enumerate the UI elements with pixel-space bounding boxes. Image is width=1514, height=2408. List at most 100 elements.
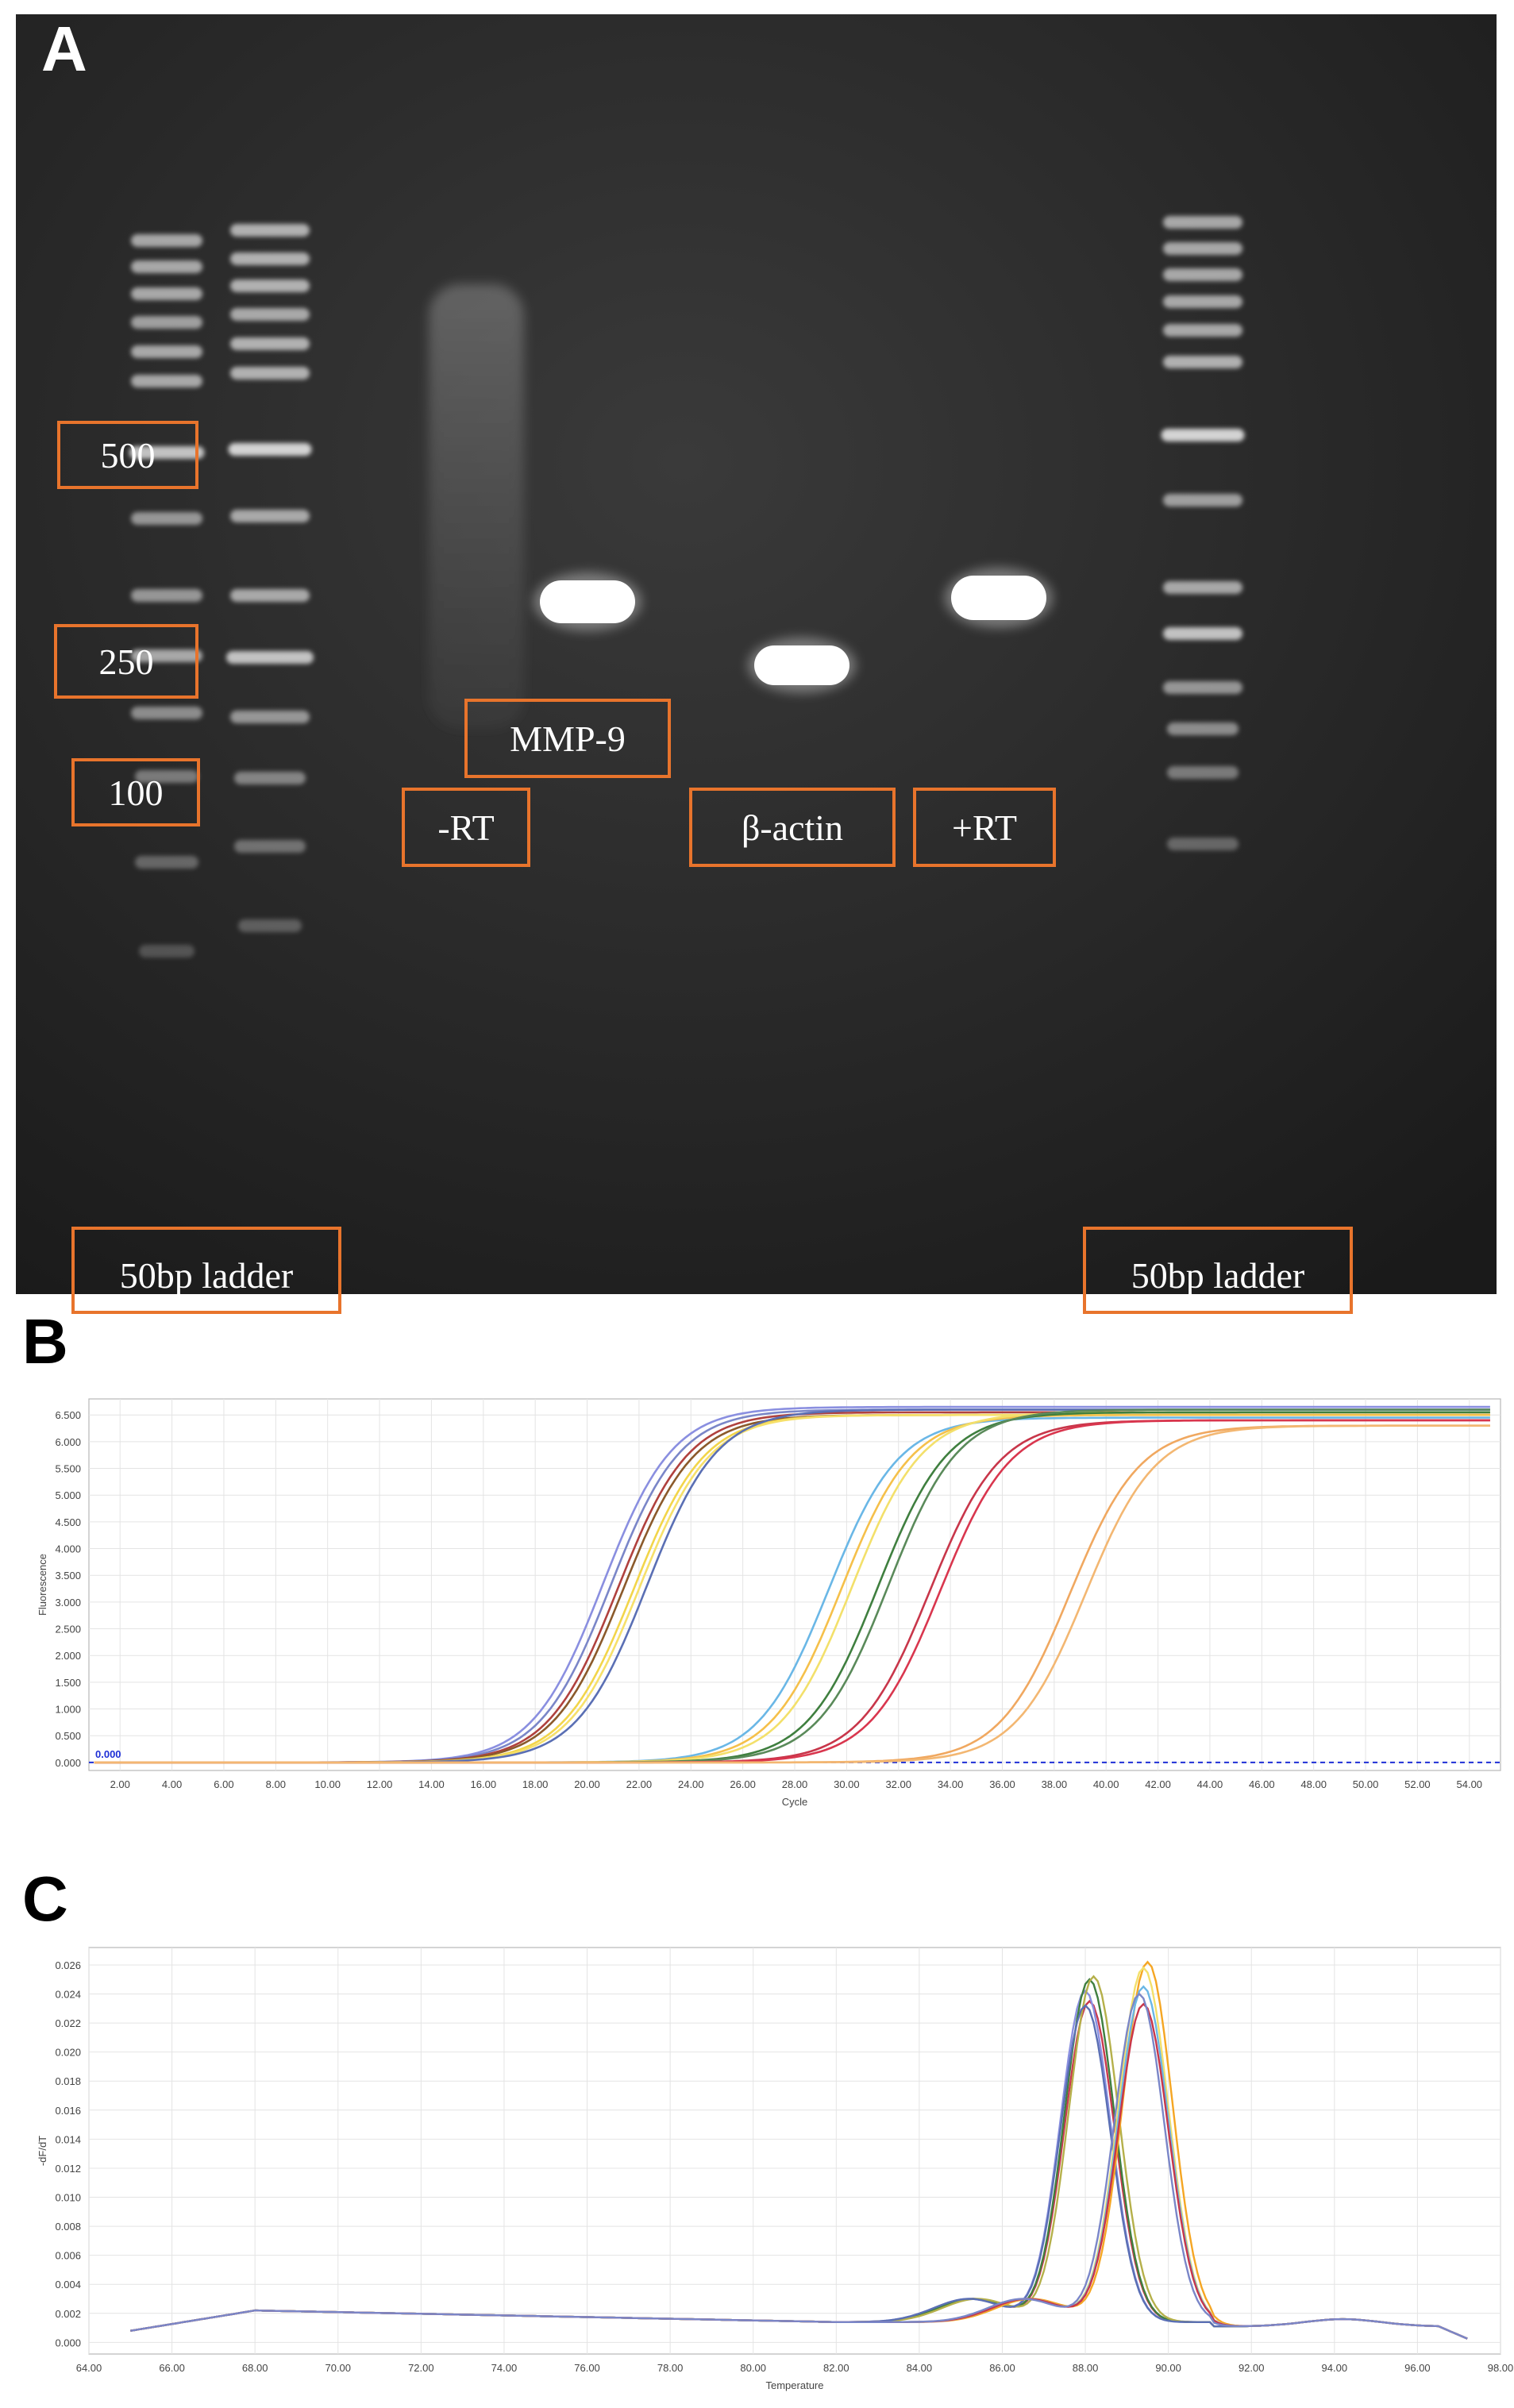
label-ladder-left: 50bp ladder <box>71 1227 341 1314</box>
amp-y-tick-label: 6.500 <box>55 1409 81 1421</box>
amp-x-tick-label: 28.00 <box>782 1778 808 1790</box>
label-beta-actin: β-actin <box>689 788 896 867</box>
amp-y-tick-label: 1.500 <box>55 1677 81 1689</box>
melt-y-tick-label: 0.002 <box>55 2308 81 2320</box>
amp-y-tick-label: 4.000 <box>55 1543 81 1555</box>
melt-x-tick-label: 86.00 <box>989 2362 1015 2374</box>
amp-x-tick-label: 30.00 <box>834 1778 860 1790</box>
band-plus-rt <box>951 576 1046 620</box>
ladder-lane-1 <box>129 234 205 957</box>
amp-y-tick-label: 2.500 <box>55 1624 81 1636</box>
melt-x-axis-title: Temperature <box>766 2379 824 2391</box>
melt-x-tick-label: 78.00 <box>657 2362 684 2374</box>
melt-x-tick-label: 74.00 <box>491 2362 518 2374</box>
amp-x-tick-label: 6.00 <box>214 1778 233 1790</box>
gel-image <box>16 14 1497 1294</box>
label-100: 100 <box>71 758 200 826</box>
label-plus-rt: +RT <box>913 788 1056 867</box>
melt-x-tick-label: 68.00 <box>242 2362 268 2374</box>
amp-x-tick-label: 2.00 <box>110 1778 130 1790</box>
amp-series-line-16 <box>94 1424 1490 1764</box>
band-beta-actin <box>754 645 849 685</box>
melt-y-tick-label: 0.024 <box>55 1989 81 2001</box>
melt-y-tick-label: 0.014 <box>55 2133 81 2145</box>
label-250: 250 <box>54 624 198 699</box>
amp-y-tick-label: 5.500 <box>55 1463 81 1475</box>
amp-y-tick-label: 5.000 <box>55 1489 81 1501</box>
minus-rt-smear <box>429 284 524 729</box>
panel-c-letter: C <box>22 1863 68 1934</box>
melt-y-tick-label: 0.020 <box>55 2047 81 2059</box>
melt-y-tick-label: 0.008 <box>55 2221 81 2233</box>
amp-x-tick-label: 8.00 <box>266 1778 286 1790</box>
amp-y-tick-label: 3.500 <box>55 1570 81 1582</box>
melt-y-tick-label: 0.010 <box>55 2192 81 2204</box>
amp-x-tick-label: 4.00 <box>162 1778 182 1790</box>
amplification-chart-svg: 2.00 4.00 6.00 8.00 10.00 12.00 14.00 16.00 18.0… <box>37 1398 1501 1808</box>
amp-y-tick-label: 4.500 <box>55 1516 81 1528</box>
melt-x-tick-label: 96.00 <box>1404 2362 1431 2374</box>
label-ladder-right: 50bp ladder <box>1083 1227 1353 1314</box>
amp-x-tick-label: 50.00 <box>1353 1778 1379 1790</box>
melt-y-tick-label: 0.018 <box>55 2075 81 2087</box>
amp-x-tick-label: 12.00 <box>367 1778 393 1790</box>
amp-x-tick-label: 22.00 <box>626 1778 653 1790</box>
melt-x-tick-label: 70.00 <box>325 2362 351 2374</box>
melt-x-tick-label: 66.00 <box>159 2362 185 2374</box>
ladder-lane-3 <box>1161 216 1245 850</box>
amp-y-tick-label: 0.000 <box>55 1757 81 1769</box>
amp-x-tick-label: 44.00 <box>1197 1778 1223 1790</box>
amp-x-tick-label: 18.00 <box>522 1778 549 1790</box>
melt-x-tick-label: 94.00 <box>1322 2362 1348 2374</box>
melt-x-tick-label: 72.00 <box>408 2362 434 2374</box>
amp-y-tick-label: 3.000 <box>55 1597 81 1609</box>
melt-y-tick-label: 0.016 <box>55 2105 81 2117</box>
ladder-lane-2 <box>226 224 314 932</box>
melt-x-tick-label: 90.00 <box>1155 2362 1181 2374</box>
amp-x-tick-label: 26.00 <box>730 1778 756 1790</box>
amp-y-axis-title: Fluorescence <box>37 1554 48 1616</box>
amp-threshold-label: 0.000 <box>95 1748 121 1760</box>
amp-y-tick-label: 1.000 <box>55 1704 81 1716</box>
amp-x-tick-label: 36.00 <box>989 1778 1015 1790</box>
amp-x-tick-label: 34.00 <box>938 1778 964 1790</box>
melt-y-axis-title: -dF/dT <box>37 2136 48 2166</box>
melt-x-tick-label: 98.00 <box>1488 2362 1514 2374</box>
amp-x-tick-label: 48.00 <box>1300 1778 1327 1790</box>
melt-series-line-10 <box>130 1992 1468 2340</box>
melt-x-tick-label: 80.00 <box>740 2362 766 2374</box>
label-500: 500 <box>57 421 198 489</box>
melt-y-tick-label: 0.006 <box>55 2250 81 2262</box>
amp-x-tick-label: 10.00 <box>314 1778 341 1790</box>
panel-a-letter: A <box>41 13 87 84</box>
melt-y-tick-label: 0.022 <box>55 2017 81 2029</box>
melt-curve-chart-svg: 64.00 66.00 68.00 70.00 72.00 74.00 76.00 78.00… <box>37 1947 1514 2391</box>
melt-y-tick-label: 0.012 <box>55 2163 81 2175</box>
amp-x-axis-title: Cycle <box>782 1796 808 1808</box>
melt-x-tick-label: 76.00 <box>574 2362 600 2374</box>
melt-plot-area <box>88 1947 1501 2355</box>
melt-y-tick-label: 0.004 <box>55 2279 81 2290</box>
melt-grid <box>88 1948 1501 2354</box>
amp-x-tick-label: 38.00 <box>1042 1778 1068 1790</box>
amp-x-tick-label: 20.00 <box>574 1778 600 1790</box>
melt-x-tick-label: 64.00 <box>76 2362 102 2374</box>
melt-x-tick-label: 84.00 <box>907 2362 933 2374</box>
label-mmp9: MMP-9 <box>464 699 671 778</box>
gel-svg <box>16 14 1497 1294</box>
melt-curve-chart: 64.00 66.00 68.00 70.00 72.00 74.00 76.00 78.00… <box>0 1925 1514 2402</box>
amp-y-tick-label: 6.000 <box>55 1436 81 1448</box>
band-mmp9 <box>540 580 635 623</box>
amp-y-tick-label: 2.000 <box>55 1650 81 1662</box>
amp-x-tick-label: 32.00 <box>885 1778 911 1790</box>
amp-x-tick-label: 14.00 <box>418 1778 445 1790</box>
melt-x-tick-label: 88.00 <box>1073 2362 1099 2374</box>
panel-b-letter: B <box>22 1306 68 1377</box>
amp-x-tick-label: 40.00 <box>1093 1778 1119 1790</box>
amplification-chart: 2.00 4.00 6.00 8.00 10.00 12.00 14.00 16.00 18.0… <box>0 1374 1514 1818</box>
amp-y-tick-label: 0.500 <box>55 1730 81 1742</box>
label-minus-rt: -RT <box>402 788 530 867</box>
melt-x-tick-label: 82.00 <box>823 2362 849 2374</box>
amp-x-tick-label: 24.00 <box>678 1778 704 1790</box>
amp-x-tick-label: 52.00 <box>1404 1778 1431 1790</box>
